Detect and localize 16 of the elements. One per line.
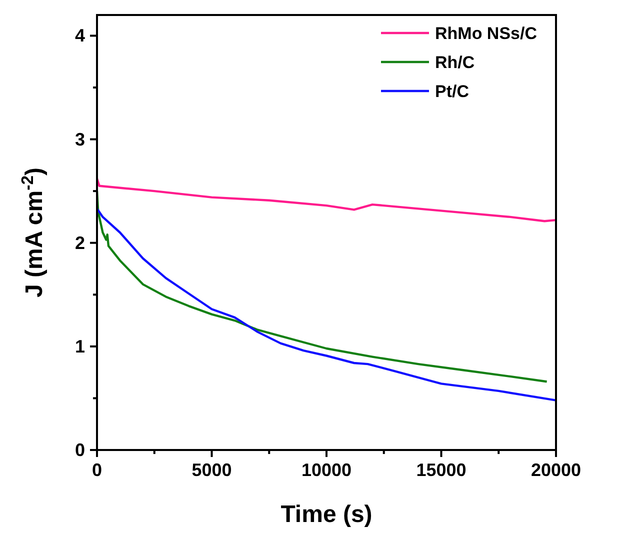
x-tick-label: 5000 (192, 460, 232, 480)
x-tick-label: 15000 (416, 460, 466, 480)
legend-label: RhMo NSs/C (435, 24, 537, 43)
legend-label: Pt/C (435, 82, 469, 101)
x-tick-label: 0 (92, 460, 102, 480)
line-series (96, 208, 558, 402)
legend-label: Rh/C (435, 53, 475, 72)
y-tick-label: 0 (74, 440, 85, 460)
y-tick-label: 4 (74, 26, 85, 46)
y-tick-label: 1 (74, 336, 85, 356)
x-tick-label: 10000 (301, 460, 352, 480)
line-series (96, 178, 558, 222)
x-tick-label: 20000 (530, 460, 582, 480)
y-tick-label: 2 (74, 232, 85, 253)
x-axis-title: Time (s) (280, 501, 372, 528)
y-tick-label: 3 (74, 129, 85, 150)
